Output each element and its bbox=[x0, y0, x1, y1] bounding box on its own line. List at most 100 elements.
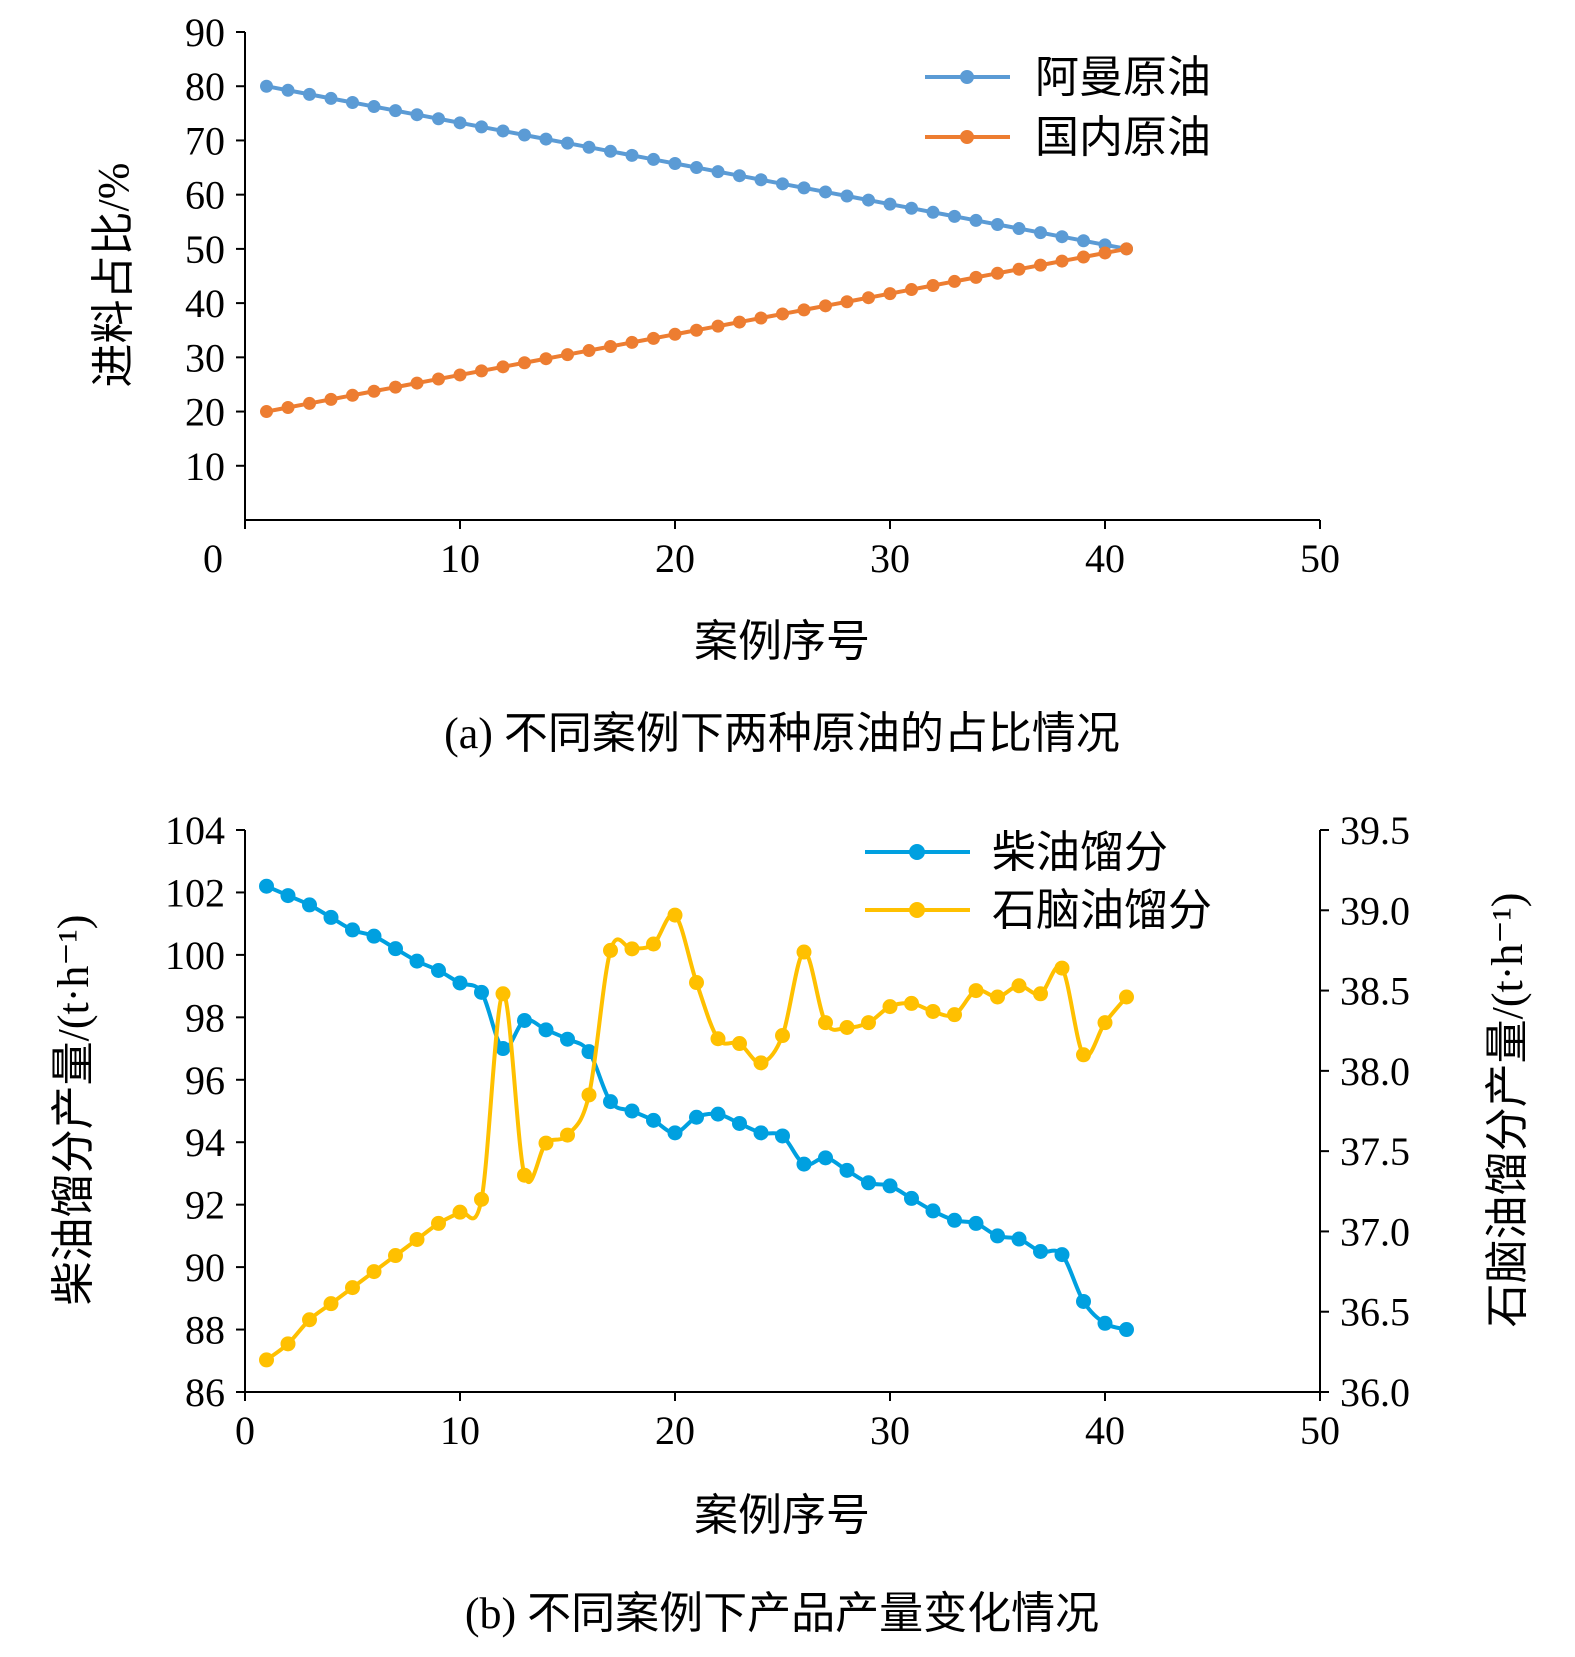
chart-b-legend: 柴油馏分 石脑油馏分 bbox=[865, 828, 1212, 935]
chart-b-series-0-point-31 bbox=[925, 1203, 941, 1219]
chart-b-series-1-point-13 bbox=[538, 1135, 554, 1151]
chart-b-series-0-point-29 bbox=[882, 1178, 898, 1194]
chart-b-series-0-point-13 bbox=[538, 1022, 554, 1038]
chart-a-series-0-point-7 bbox=[410, 108, 424, 122]
chart-b-right-y-tick-label-2: 37.0 bbox=[1340, 1209, 1410, 1254]
chart-b-series-1-point-2 bbox=[302, 1312, 317, 1328]
chart-b-series-0-point-39 bbox=[1097, 1315, 1113, 1331]
chart-b-series-1-point-18 bbox=[646, 936, 661, 952]
chart-b-series-1-point-32 bbox=[947, 1007, 962, 1023]
chart-b-series-1-point-20 bbox=[689, 975, 704, 991]
chart-b-series-0-point-38 bbox=[1076, 1293, 1091, 1309]
legend-a-marker-0 bbox=[960, 70, 974, 84]
chart-b-series-1-point-33 bbox=[968, 983, 984, 999]
chart-b-series-1-point-0 bbox=[259, 1352, 274, 1368]
chart-a-x-tick-label-3: 30 bbox=[870, 536, 910, 581]
chart-b-series-1-point-14 bbox=[560, 1127, 575, 1143]
chart-a-series-0-point-17 bbox=[625, 148, 639, 162]
chart-b-series-0-point-2 bbox=[302, 897, 317, 913]
chart-a-y-tick-label-1: 20 bbox=[185, 390, 225, 435]
chart-a-series-0-point-19 bbox=[668, 156, 682, 170]
chart-b-right-y-tick-label-0: 36.0 bbox=[1340, 1370, 1410, 1415]
chart-b-x-tick-label-3: 30 bbox=[870, 1408, 910, 1453]
chart-b-series-1-point-28 bbox=[861, 1015, 876, 1031]
chart-b-x-tick-label-2: 20 bbox=[655, 1408, 695, 1453]
chart-a-series-0-point-15 bbox=[582, 140, 596, 154]
chart-a-x-tick-label-5: 50 bbox=[1300, 536, 1340, 581]
chart-a-series-0-point-21 bbox=[711, 165, 725, 179]
chart-b-series-0-point-17 bbox=[624, 1103, 640, 1119]
chart-a-series-0-point-20 bbox=[690, 161, 703, 175]
chart-b-series-0-point-40 bbox=[1119, 1322, 1134, 1338]
chart-a-series-1-point-23 bbox=[754, 311, 768, 325]
chart-a-series-1-point-32 bbox=[948, 274, 961, 288]
chart-b-series-1-point-7 bbox=[409, 1231, 425, 1247]
chart-a-x-tick-label-4: 40 bbox=[1085, 536, 1125, 581]
chart-b-series-1-point-36 bbox=[1033, 986, 1048, 1002]
chart-b-caption: (b) 不同案例下产品产量变化情况 bbox=[465, 1589, 1099, 1638]
chart-b-series-1-point-40 bbox=[1119, 989, 1134, 1005]
legend-b-marker-1 bbox=[909, 902, 925, 918]
chart-a-series-1-point-34 bbox=[991, 266, 1004, 280]
chart-a-series-1-point-16 bbox=[604, 339, 617, 353]
chart-b-series-1-point-25 bbox=[796, 944, 812, 960]
chart-a-y-tick-label-2: 30 bbox=[185, 335, 225, 380]
chart-a-series-0-point-32 bbox=[948, 209, 961, 223]
chart-b-series-0-point-26 bbox=[818, 1150, 833, 1166]
legend-b-label-1: 石脑油馏分 bbox=[992, 886, 1212, 935]
chart-b-series-0-point-12 bbox=[517, 1012, 532, 1028]
chart-b-right-y-tick-label-6: 39.0 bbox=[1340, 888, 1410, 933]
chart-b-series-1-point-11 bbox=[495, 986, 511, 1002]
chart-a-series-1-point-22 bbox=[733, 315, 746, 329]
chart-a-series-0-point-37 bbox=[1055, 230, 1069, 244]
chart-a-series-1-point-30 bbox=[905, 283, 918, 297]
chart-a-series-1-point-31 bbox=[926, 278, 940, 292]
chart-a-series-0-point-34 bbox=[991, 217, 1004, 231]
chart-b-series-1-point-37 bbox=[1054, 960, 1070, 976]
chart-a-series-1-point-26 bbox=[819, 299, 832, 313]
chart-a-legend: 阿曼原油 国内原油 bbox=[925, 53, 1211, 162]
chart-b-left-y-tick-label-7: 100 bbox=[165, 933, 225, 978]
chart-a-series-1-point-11 bbox=[496, 360, 510, 374]
chart-b-series-1-point-5 bbox=[366, 1264, 382, 1280]
chart-b-series-0-point-22 bbox=[732, 1115, 747, 1131]
chart-b-series-0-point-34 bbox=[990, 1228, 1005, 1244]
chart-a-series-1-point-29 bbox=[883, 287, 897, 301]
legend-a-label-0: 阿曼原油 bbox=[1035, 53, 1211, 102]
chart-a-series-0-point-26 bbox=[819, 185, 832, 199]
chart-b-series-0-point-27 bbox=[839, 1162, 855, 1178]
chart-b-series-1-point-35 bbox=[1011, 978, 1027, 994]
chart-b-series-0-point-6 bbox=[388, 941, 403, 957]
chart-a-series-0-point-13 bbox=[539, 132, 553, 146]
chart-a-series-1-point-27 bbox=[840, 295, 854, 309]
chart-b-series-1-point-10 bbox=[474, 1191, 489, 1207]
chart-b-series-0-point-8 bbox=[431, 963, 446, 978]
chart-b-left-y-tick-label-5: 96 bbox=[185, 1058, 225, 1103]
chart-a-y-tick-label-5: 60 bbox=[185, 173, 225, 218]
legend-a-marker-1 bbox=[960, 130, 974, 144]
chart-b-series-1-point-27 bbox=[839, 1020, 855, 1036]
chart-b-series-1-point-34 bbox=[990, 989, 1005, 1005]
chart-b-series-1-point-12 bbox=[517, 1167, 532, 1183]
chart-a-y-tick-label-0: 10 bbox=[185, 444, 225, 489]
chart-b-series-1-point-8 bbox=[431, 1215, 446, 1231]
chart-a-series-0-point-16 bbox=[604, 144, 617, 158]
chart-b-series-0-point-19 bbox=[667, 1125, 683, 1141]
chart-b-right-y-tick-label-5: 38.5 bbox=[1340, 969, 1410, 1014]
chart-b-series-1-point-22 bbox=[732, 1036, 747, 1052]
chart-a-series-1-point-21 bbox=[711, 319, 725, 333]
chart-b-left-y-tick-label-1: 88 bbox=[185, 1308, 225, 1353]
chart-a-series-0-point-2 bbox=[303, 87, 316, 101]
chart-a-series-1-point-15 bbox=[582, 344, 596, 358]
chart-b-series-1-point-39 bbox=[1097, 1015, 1113, 1031]
chart-a-series-0-point-33 bbox=[969, 213, 983, 227]
chart-b-series-0-point-33 bbox=[968, 1215, 984, 1231]
chart-b-right-y-tick-label-1: 36.5 bbox=[1340, 1290, 1410, 1335]
chart-a-series-1-point-2 bbox=[303, 396, 316, 410]
chart-a-series-1-point-38 bbox=[1077, 250, 1090, 264]
chart-b-series-1-point-19 bbox=[667, 907, 683, 923]
chart-b-x-axis-label: 案例序号 bbox=[694, 1491, 870, 1540]
chart-a-y-tick-label-3: 40 bbox=[185, 281, 225, 326]
chart-a-x-axis-label: 案例序号 bbox=[694, 617, 870, 666]
chart-a-x-tick-label-0: 0 bbox=[203, 536, 223, 581]
